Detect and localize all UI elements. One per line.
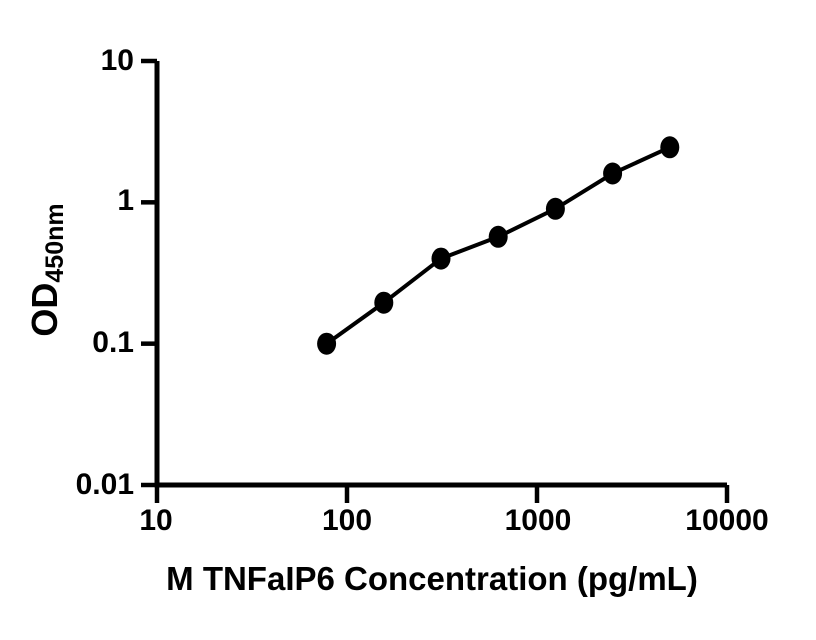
x-tick-label: 1000 <box>504 504 572 537</box>
axis-lines <box>154 61 727 488</box>
data-points <box>317 136 680 355</box>
data-point-marker <box>545 197 565 220</box>
data-point-marker <box>317 332 337 355</box>
y-tick-label: 10 <box>100 44 134 77</box>
data-point-marker <box>603 162 623 185</box>
y-axis-title: OD450nm <box>24 203 70 336</box>
y-axis-title-subscript: 450nm <box>41 203 69 283</box>
y-tick-label: 1 <box>117 184 134 217</box>
data-point-marker <box>488 225 508 248</box>
y-tick-label: 0.01 <box>75 468 134 501</box>
y-tick-label: 0.1 <box>92 326 134 359</box>
x-axis-title: M TNFaIP6 Concentration (pg/mL) <box>166 560 698 597</box>
y-axis-title-main: OD <box>24 282 65 337</box>
data-point-marker <box>660 136 680 159</box>
x-tick-label: 10000 <box>685 504 769 537</box>
data-point-marker <box>374 291 394 314</box>
axis-ticks <box>141 58 730 503</box>
data-point-marker <box>431 247 451 270</box>
x-tick-label: 100 <box>321 504 373 537</box>
x-tick-label: 10 <box>139 504 173 537</box>
